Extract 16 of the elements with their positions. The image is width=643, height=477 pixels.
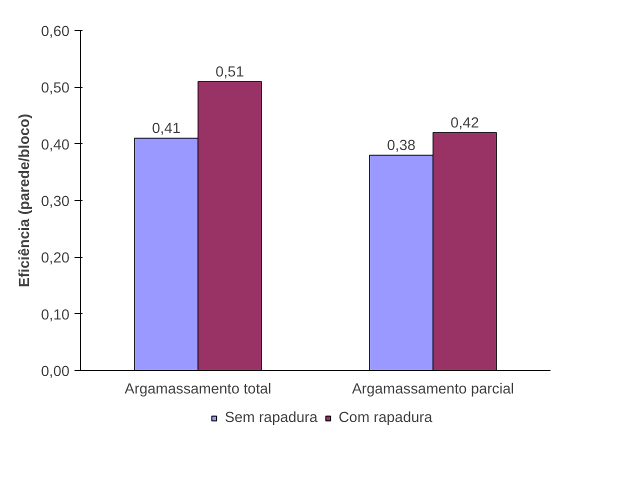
y-tick-label: 0,10	[40, 307, 70, 324]
x-tick-label: Argamassamento parcial	[352, 382, 514, 398]
y-tick-label: 0,60	[40, 24, 70, 40]
y-axis-title: Eficiência (parede/bloco)	[16, 114, 33, 288]
y-tick-label: 0,40	[40, 137, 70, 154]
y-tick-label: 0,00	[40, 364, 70, 380]
x-tick-label: Argamassamento total	[124, 382, 272, 398]
y-tick-label: 0,50	[40, 80, 70, 97]
data-label: 0,38	[387, 138, 416, 154]
data-label: 0,42	[450, 116, 479, 132]
legend-label: Com rapadura	[338, 410, 432, 426]
y-tick-label: 0,30	[40, 194, 70, 210]
data-label: 0,41	[152, 121, 181, 138]
legend-label: Sem rapadura	[224, 410, 318, 426]
data-label: 0,51	[215, 64, 244, 80]
y-tick-label: 0,20	[40, 250, 70, 267]
